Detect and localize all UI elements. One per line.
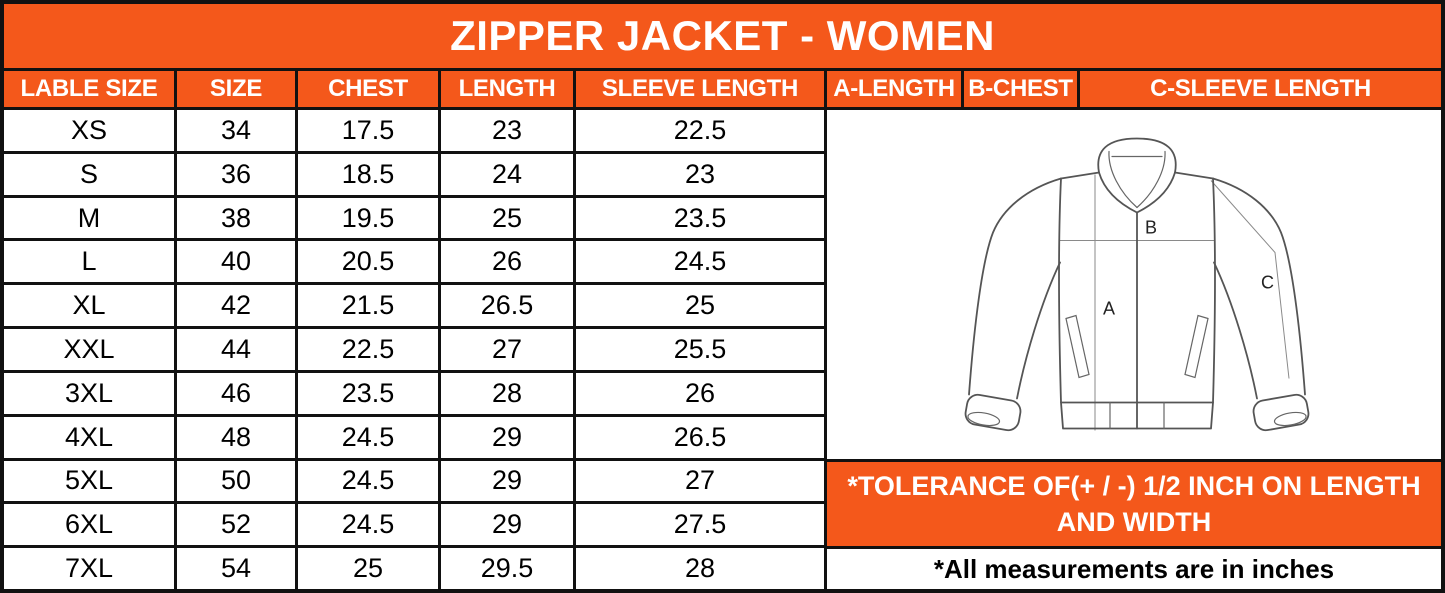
table-cell: 3XL bbox=[4, 372, 174, 414]
table-header-row: LABLE SIZE SIZE CHEST LENGTH SLEEVE LENG… bbox=[4, 71, 1441, 107]
table-cell: 23 bbox=[576, 153, 824, 195]
table-cell: 25 bbox=[298, 548, 438, 589]
table-cell: 20.5 bbox=[298, 241, 438, 283]
left-sleeve-outline bbox=[968, 177, 1062, 396]
size-table-body: XS 34 17.5 23 22.5 S 36 18.5 24 23 M 38 19.5 25 23.5 L 4… bbox=[4, 110, 824, 589]
table-cell: 40 bbox=[177, 241, 295, 283]
table-cell: 23.5 bbox=[298, 372, 438, 414]
table-cell: 24.5 bbox=[298, 416, 438, 458]
table-cell: 44 bbox=[177, 329, 295, 370]
table-body: XS 34 17.5 23 22.5 S 36 18.5 24 23 M 38 19.5 25 23.5 L 4… bbox=[4, 110, 1441, 589]
legend-header-b-chest: B-CHEST bbox=[964, 71, 1077, 107]
table-cell: 27.5 bbox=[576, 504, 824, 546]
table-cell: XXL bbox=[4, 329, 174, 370]
left-pocket bbox=[1065, 314, 1090, 379]
table-cell: 28 bbox=[576, 548, 824, 589]
table-cell: 24.5 bbox=[298, 460, 438, 502]
jacket-illustration-svg: A B C bbox=[964, 137, 1310, 432]
table-cell: 36 bbox=[177, 153, 295, 195]
table-cell: 50 bbox=[177, 460, 295, 502]
legend-header-c-sleeve-length: C-SLEEVE LENGTH bbox=[1080, 71, 1441, 107]
table-cell: 27 bbox=[576, 460, 824, 502]
measurements-note: *All measurements are in inches bbox=[827, 549, 1441, 589]
measure-line-c bbox=[1210, 180, 1290, 379]
table-cell: 48 bbox=[177, 416, 295, 458]
collar-inner-left bbox=[1108, 150, 1138, 209]
table-cell: 28 bbox=[441, 372, 573, 414]
table-cell: XL bbox=[4, 285, 174, 327]
table-cell: 24.5 bbox=[576, 241, 824, 283]
table-cell: S bbox=[4, 153, 174, 195]
collar-left-lapel bbox=[1098, 171, 1138, 214]
collar-inner-right bbox=[1136, 150, 1166, 209]
table-cell: 24.5 bbox=[298, 504, 438, 546]
table-cell: 22.5 bbox=[576, 110, 824, 151]
table-cell: 17.5 bbox=[298, 110, 438, 151]
table-cell: 21.5 bbox=[298, 285, 438, 327]
table-cell: 27 bbox=[441, 329, 573, 370]
tolerance-note: *TOLERANCE OF(+ / -) 1/2 INCH ON LENGTH … bbox=[827, 462, 1441, 546]
column-header-length: LENGTH bbox=[441, 71, 573, 107]
right-cuff bbox=[1252, 393, 1310, 432]
page-title: ZIPPER JACKET - WOMEN bbox=[4, 4, 1441, 68]
legend-header-a-length: A-LENGTH bbox=[827, 71, 961, 107]
table-cell: 26 bbox=[441, 241, 573, 283]
table-cell: 25 bbox=[576, 285, 824, 327]
table-cell: 4XL bbox=[4, 416, 174, 458]
table-cell: 26 bbox=[576, 372, 824, 414]
right-sleeve-outline bbox=[1212, 177, 1306, 396]
table-cell: 23.5 bbox=[576, 197, 824, 239]
table-cell: 29 bbox=[441, 504, 573, 546]
right-pocket bbox=[1184, 314, 1209, 379]
table-cell: 23 bbox=[441, 110, 573, 151]
column-header-chest: CHEST bbox=[298, 71, 438, 107]
table-cell: 7XL bbox=[4, 548, 174, 589]
left-shoulder-seam bbox=[1060, 171, 1100, 180]
collar-outer bbox=[1097, 137, 1177, 174]
body-right-edge bbox=[1212, 177, 1216, 404]
right-sleeve-inner bbox=[1213, 261, 1258, 400]
table-cell: 19.5 bbox=[298, 197, 438, 239]
table-cell: 25 bbox=[441, 197, 573, 239]
column-header-lable-size: LABLE SIZE bbox=[4, 71, 174, 107]
jacket-diagram: A B C bbox=[827, 110, 1441, 459]
table-cell: 18.5 bbox=[298, 153, 438, 195]
table-cell: 42 bbox=[177, 285, 295, 327]
table-cell: 29 bbox=[441, 460, 573, 502]
tolerance-note-line2: AND WIDTH bbox=[1056, 507, 1212, 537]
table-cell: 26.5 bbox=[576, 416, 824, 458]
table-cell: L bbox=[4, 241, 174, 283]
label-b: B bbox=[1145, 218, 1157, 238]
table-cell: 29.5 bbox=[441, 548, 573, 589]
table-cell: 34 bbox=[177, 110, 295, 151]
left-cuff bbox=[964, 393, 1022, 432]
column-header-sleeve-length: SLEEVE LENGTH bbox=[576, 71, 824, 107]
table-cell: 25.5 bbox=[576, 329, 824, 370]
table-cell: 38 bbox=[177, 197, 295, 239]
label-c: C bbox=[1261, 273, 1274, 293]
diagram-panel: A B C *TOLERANCE OF(+ / -) 1/2 INCH ON L… bbox=[827, 110, 1441, 589]
table-cell: 29 bbox=[441, 416, 573, 458]
table-cell: 5XL bbox=[4, 460, 174, 502]
table-cell: 24 bbox=[441, 153, 573, 195]
column-header-size: SIZE bbox=[177, 71, 295, 107]
body-left-edge bbox=[1058, 177, 1062, 404]
label-a: A bbox=[1103, 299, 1115, 319]
waistband bbox=[1060, 401, 1214, 430]
table-cell: 6XL bbox=[4, 504, 174, 546]
right-shoulder-seam bbox=[1174, 171, 1214, 180]
table-cell: M bbox=[4, 197, 174, 239]
table-cell: 52 bbox=[177, 504, 295, 546]
left-sleeve-inner bbox=[1016, 261, 1061, 400]
table-cell: 26.5 bbox=[441, 285, 573, 327]
table-cell: XS bbox=[4, 110, 174, 151]
table-cell: 54 bbox=[177, 548, 295, 589]
table-cell: 46 bbox=[177, 372, 295, 414]
collar-right-lapel bbox=[1136, 171, 1176, 214]
tolerance-note-line1: *TOLERANCE OF(+ / -) 1/2 INCH ON LENGTH bbox=[847, 470, 1421, 501]
table-cell: 22.5 bbox=[298, 329, 438, 370]
